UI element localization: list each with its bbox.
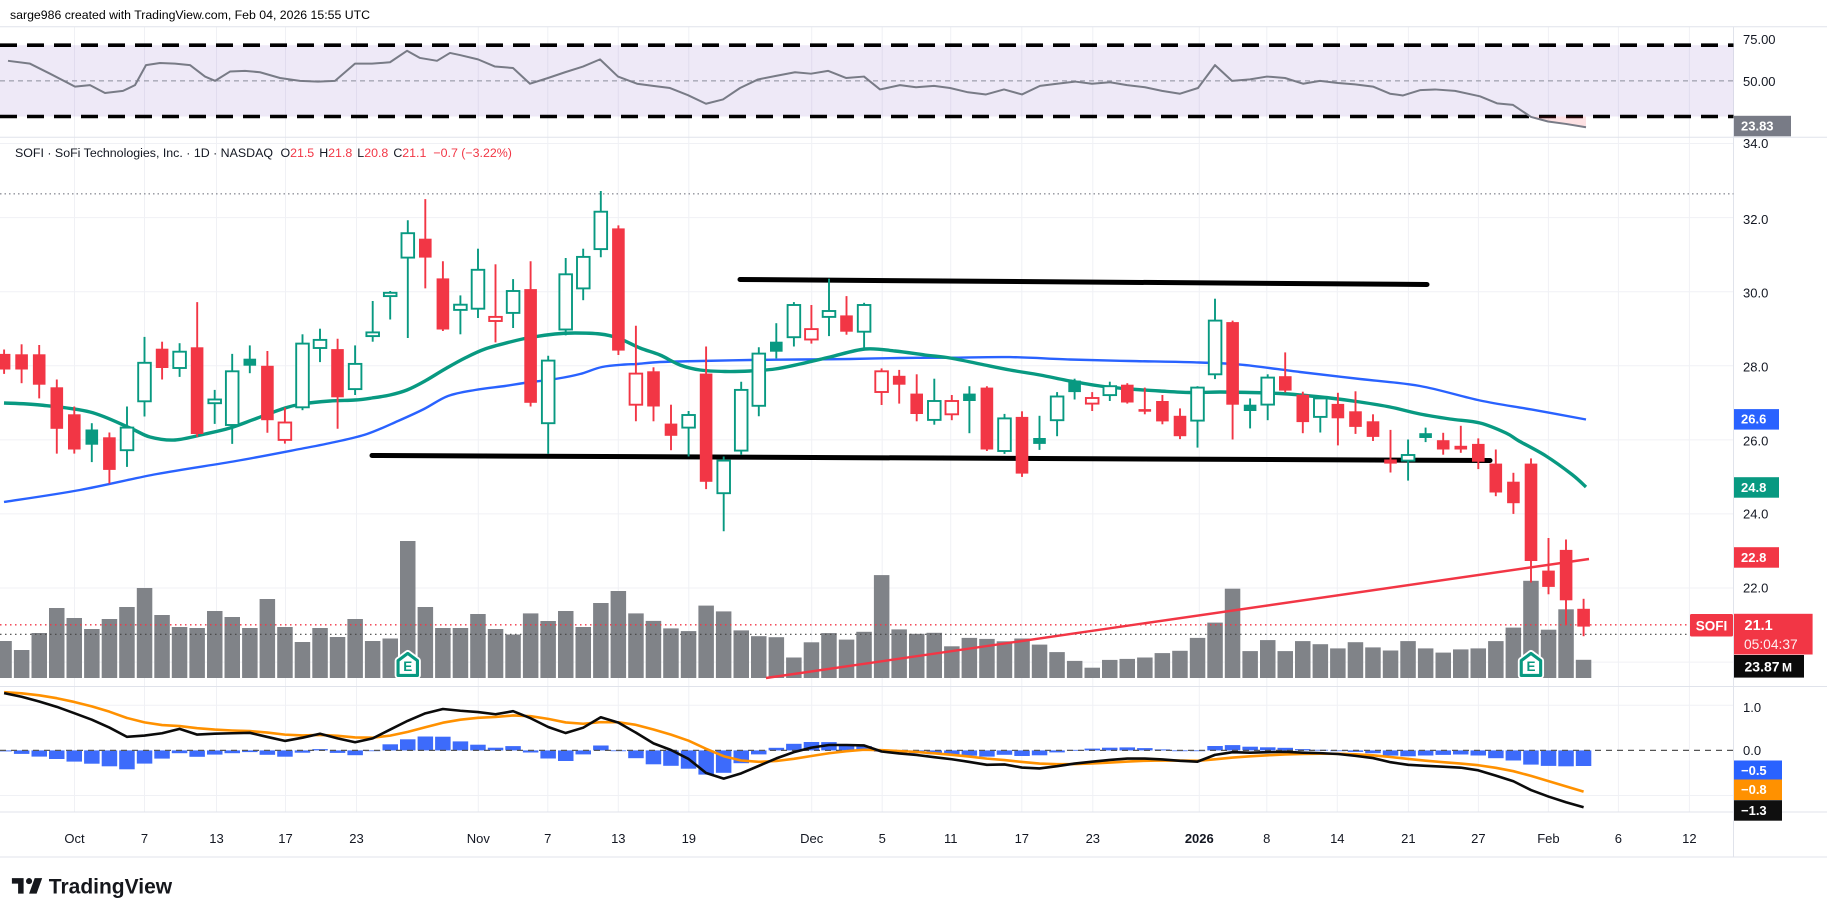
svg-text:−0.8: −0.8	[1741, 782, 1767, 797]
svg-text:E: E	[1526, 659, 1535, 674]
svg-text:5: 5	[879, 831, 886, 846]
svg-text:TradingView: TradingView	[49, 876, 173, 899]
svg-text:21.1: 21.1	[1745, 618, 1773, 634]
svg-text:E: E	[403, 659, 412, 674]
svg-text:26.6: 26.6	[1741, 412, 1766, 427]
svg-text:27: 27	[1471, 831, 1485, 846]
svg-text:6: 6	[1615, 831, 1622, 846]
svg-text:SOFI: SOFI	[1696, 619, 1728, 634]
svg-text:1.0: 1.0	[1743, 700, 1761, 715]
svg-text:Nov: Nov	[467, 831, 491, 846]
svg-text:11: 11	[944, 831, 958, 846]
svg-text:50.00: 50.00	[1743, 74, 1776, 89]
svg-text:22.8: 22.8	[1741, 550, 1766, 565]
svg-text:Oct: Oct	[64, 831, 85, 846]
svg-text:8: 8	[1263, 831, 1270, 846]
svg-text:13: 13	[209, 831, 223, 846]
svg-text:23.83: 23.83	[1741, 118, 1774, 133]
svg-text:30.0: 30.0	[1743, 286, 1768, 301]
svg-text:2026: 2026	[1185, 831, 1214, 846]
svg-text:13: 13	[611, 831, 625, 846]
svg-text:23: 23	[1086, 831, 1100, 846]
svg-text:17: 17	[278, 831, 292, 846]
svg-text:12: 12	[1682, 831, 1696, 846]
svg-text:Feb: Feb	[1537, 831, 1559, 846]
svg-text:−0.5: −0.5	[1741, 763, 1767, 778]
svg-text:19: 19	[682, 831, 696, 846]
svg-text:7: 7	[544, 831, 551, 846]
svg-text:24.8: 24.8	[1741, 480, 1766, 495]
svg-text:23: 23	[349, 831, 363, 846]
svg-text:0.0: 0.0	[1743, 743, 1761, 758]
svg-text:14: 14	[1330, 831, 1344, 846]
svg-text:24.0: 24.0	[1743, 507, 1768, 522]
svg-text:17: 17	[1015, 831, 1029, 846]
svg-text:32.0: 32.0	[1743, 212, 1768, 227]
svg-text:34.0: 34.0	[1743, 136, 1768, 151]
svg-text:75.00: 75.00	[1743, 32, 1776, 47]
svg-text:−1.3: −1.3	[1741, 803, 1767, 818]
svg-text:sarge986 created with TradingV: sarge986 created with TradingView.com, F…	[10, 8, 370, 22]
svg-text:28.0: 28.0	[1743, 359, 1768, 374]
svg-text:23.87 M: 23.87 M	[1745, 659, 1792, 675]
svg-text:Dec: Dec	[800, 831, 824, 846]
svg-text:22.0: 22.0	[1743, 581, 1768, 596]
svg-text:26.0: 26.0	[1743, 434, 1768, 449]
svg-text:05:04:37: 05:04:37	[1744, 637, 1798, 652]
svg-text:7: 7	[141, 831, 148, 846]
svg-text:21: 21	[1401, 831, 1415, 846]
svg-text:SOFI · SoFi Technologies, Inc.: SOFI · SoFi Technologies, Inc. · 1D · NA…	[15, 146, 512, 160]
